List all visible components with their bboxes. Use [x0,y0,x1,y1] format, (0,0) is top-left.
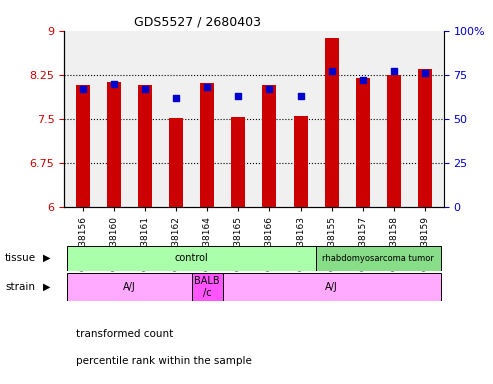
Text: A/J: A/J [325,282,338,292]
Point [234,93,242,99]
Text: GDS5527 / 2680403: GDS5527 / 2680403 [134,15,261,28]
Text: ▶: ▶ [43,282,51,292]
Point [203,84,211,90]
Point [110,81,118,87]
Point [421,70,429,76]
Point [390,68,398,74]
Point [141,86,149,92]
Bar [200,83,214,207]
Bar [418,69,432,207]
Text: BALB
/c: BALB /c [194,276,220,298]
Bar [107,82,121,207]
Bar [293,116,308,207]
Bar [138,86,152,207]
Text: control: control [175,253,209,263]
Point [297,93,305,99]
Bar [76,86,90,207]
Text: strain: strain [5,282,35,292]
Text: percentile rank within the sample: percentile rank within the sample [76,356,252,366]
Bar [231,117,246,207]
Text: rhabdomyosarcoma tumor: rhabdomyosarcoma tumor [322,254,434,263]
Bar [387,75,401,207]
Bar [325,38,339,207]
Point [172,95,180,101]
Bar [169,118,183,207]
Bar [316,246,441,271]
Text: A/J: A/J [123,282,136,292]
Bar [262,86,277,207]
Bar [67,273,192,301]
Text: tissue: tissue [5,253,36,263]
Point [266,86,274,92]
Point [359,77,367,83]
Text: ▶: ▶ [43,253,51,263]
Bar [192,273,223,301]
Bar [223,273,441,301]
Point [79,86,87,92]
Bar [67,246,316,271]
Text: transformed count: transformed count [76,329,174,339]
Point [328,68,336,74]
Bar [356,78,370,207]
